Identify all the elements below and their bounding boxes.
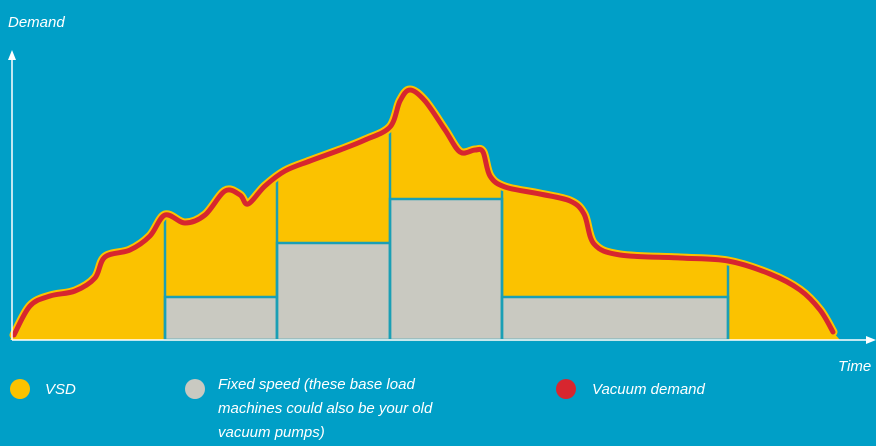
legend-swatch [556, 379, 576, 399]
legend-label: machines could also be your old [218, 400, 433, 417]
axes [8, 50, 876, 344]
legend-swatch [10, 379, 30, 399]
block [275, 241, 392, 342]
dividers [163, 127, 730, 340]
y-arrow [8, 50, 16, 60]
x-axis-label: Time [838, 358, 871, 375]
legend-label: Fixed speed (these base load [218, 376, 415, 393]
block [388, 197, 504, 342]
legend-label: Vacuum demand [592, 381, 706, 398]
x-arrow [866, 336, 876, 344]
y-axis-label: Demand [8, 14, 65, 31]
legend-swatch [185, 379, 205, 399]
vacuum-demand-curve [11, 87, 836, 338]
block [500, 295, 730, 342]
block [163, 295, 279, 342]
legend-label: VSD [45, 381, 76, 398]
legend-label: vacuum pumps) [218, 424, 325, 441]
